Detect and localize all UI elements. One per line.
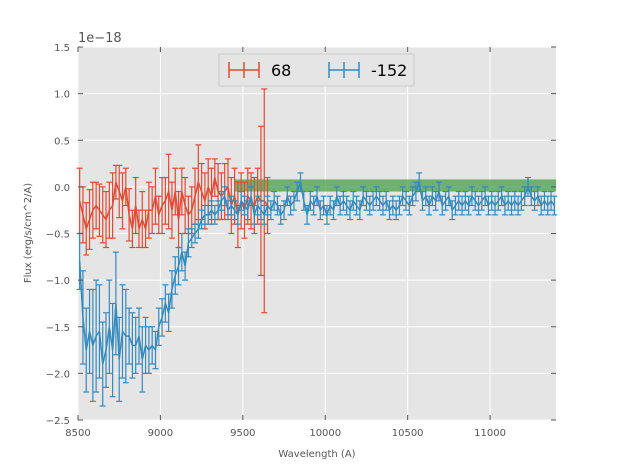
series-line bbox=[78, 179, 555, 365]
series-layer bbox=[76, 88, 558, 407]
y-tick-label: 1.5 bbox=[54, 43, 70, 54]
x-tick-label: 9500 bbox=[230, 428, 255, 439]
legend-marker-68 bbox=[228, 62, 260, 78]
x-tick-labels: 8500 9000 9500 10000 10500 11000 bbox=[65, 428, 506, 439]
grid bbox=[77, 46, 556, 421]
legend: 68 -152 bbox=[218, 53, 415, 87]
x-tick-label: 9000 bbox=[148, 428, 173, 439]
y-tick-label: −1.5 bbox=[46, 323, 70, 334]
continuum-band bbox=[234, 179, 556, 192]
y-tick-label: 0.0 bbox=[54, 183, 70, 194]
x-tick-label: 8500 bbox=[65, 428, 90, 439]
x-axis-label: Wavelength (A) bbox=[278, 449, 355, 460]
x-tick-label: 10500 bbox=[392, 428, 424, 439]
y-tick-labels: −2.5 −2.0 −1.5 −1.0 −0.5 0.0 0.5 1.0 1.5 bbox=[46, 43, 70, 427]
y-tick-label: 0.5 bbox=[54, 136, 70, 147]
y-tick-label: −2.0 bbox=[46, 369, 70, 380]
y-offset-label: 1e−18 bbox=[78, 31, 122, 46]
x-tick-label: 10000 bbox=[309, 428, 341, 439]
y-tick-label: −2.5 bbox=[46, 416, 70, 427]
y-axis-label: Flux (erg/s/cm^2/A) bbox=[23, 183, 34, 283]
x-tick-label: 11000 bbox=[474, 428, 506, 439]
series-1 bbox=[76, 172, 558, 407]
axis-ticks bbox=[77, 46, 556, 421]
y-tick-label: −1.0 bbox=[46, 276, 70, 287]
y-tick-label: 1.0 bbox=[54, 90, 70, 101]
legend-box bbox=[218, 53, 415, 87]
legend-marker-neg152 bbox=[328, 62, 360, 78]
legend-label-68: 68 bbox=[271, 61, 291, 80]
y-tick-label: −0.5 bbox=[46, 230, 70, 241]
legend-label-neg152: -152 bbox=[371, 61, 407, 80]
